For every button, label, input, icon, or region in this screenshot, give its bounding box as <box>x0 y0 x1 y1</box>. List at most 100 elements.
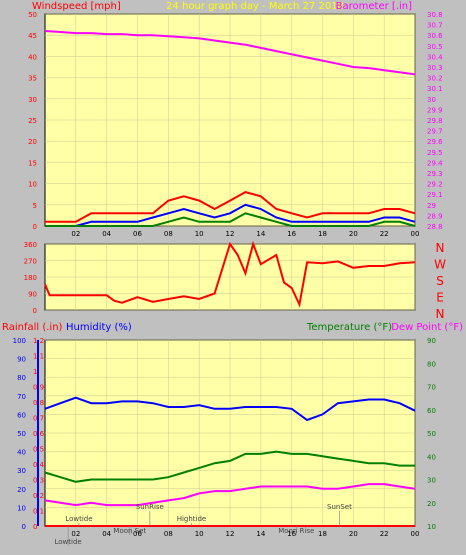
humidity-tick-label: 40 <box>17 449 26 457</box>
temperature-tick-label: 90 <box>427 337 436 345</box>
x-tick-label: 02 <box>71 230 80 238</box>
compass-label: E <box>436 291 444 305</box>
barometer-tick-label: 30.7 <box>427 22 443 30</box>
direction-tick-label: 0 <box>33 307 37 315</box>
humidity-line <box>44 396 416 422</box>
x-tick-label: 12 <box>226 230 235 238</box>
barometer-tick-label: 28.9 <box>427 212 443 220</box>
x-tick-label: 18 <box>318 230 327 238</box>
dewpoint-line <box>44 483 416 507</box>
x-tick-label: 20 <box>349 230 358 238</box>
temperature-tick-label: 40 <box>427 453 436 461</box>
x-tick-label: 06 <box>133 230 142 238</box>
annotation-label: Hightide <box>177 515 207 523</box>
barometer-tick-label: 28.8 <box>427 223 443 231</box>
barometer-tick-label: 29.7 <box>427 128 443 136</box>
windspeed-tick-label: 35 <box>28 75 37 83</box>
temperature-tick-label: 70 <box>427 384 436 392</box>
temperature-axis-label: Temperature (°F) <box>306 322 392 333</box>
x-tick-label: 02 <box>71 530 80 538</box>
temperature-tick-label: 80 <box>427 360 436 368</box>
wind_min-line <box>45 212 416 227</box>
humidity-axis: 0 10 20 30 40 50 60 70 80 90 100 <box>13 337 26 531</box>
x-tick-label: 22 <box>380 530 389 538</box>
x-tick-label: 16 <box>287 530 296 538</box>
barometer-tick-label: 29.3 <box>427 170 443 178</box>
annotation-label: Lowtide <box>55 538 82 546</box>
x-tick-label: 14 <box>256 530 265 538</box>
compass-label: N <box>436 241 445 255</box>
direction-panel-series <box>44 240 416 308</box>
humidity-tick-label: 50 <box>17 430 26 438</box>
temperature-tick-label: 10 <box>427 523 436 531</box>
wind_direction-line <box>44 240 416 308</box>
x-tick-label: 08 <box>164 530 173 538</box>
rainfall-axis-label: Rainfall (.in) <box>2 322 63 333</box>
x-tick-label: 20 <box>349 530 358 538</box>
windspeed-tick-label: 40 <box>28 53 37 61</box>
temp-panel-x-axis: 02 04 06 08 10 12 14 16 18 20 22 00 <box>71 530 419 538</box>
barometer-axis-label: Barometer [.in] <box>336 1 412 12</box>
barometer-tick-label: 30.4 <box>427 53 443 61</box>
windspeed-tick-label: 5 <box>33 202 37 210</box>
barometer-tick-label: 30.6 <box>427 32 443 40</box>
windspeed-tick-label: 20 <box>28 138 37 146</box>
annotation-label: Moon Set <box>113 527 146 535</box>
temperature-tick-label: 60 <box>427 407 436 415</box>
windspeed-tick-label: 50 <box>28 11 37 19</box>
barometer-tick-label: 30.2 <box>427 75 443 83</box>
temperature-axis: 10 20 30 40 50 60 70 80 90 <box>427 337 436 531</box>
x-tick-label: 16 <box>287 230 296 238</box>
humidity-tick-label: 0 <box>22 523 26 531</box>
barometer-tick-label: 30 <box>427 96 436 104</box>
annotation-label: Lowtide <box>65 515 92 523</box>
astro-annotations: Lowtide Moon Set SunRise Hightide Moon Rise S… <box>55 503 352 546</box>
barometer-tick-label: 29.2 <box>427 181 443 189</box>
barometer-tick-label: 29.9 <box>427 106 443 114</box>
x-tick-label: 04 <box>102 230 111 238</box>
barometer-tick-label: 30.5 <box>427 43 443 51</box>
annotation-label: SunSet <box>327 503 352 511</box>
barometer-axis: 28.8 28.9 29 29.1 29.2 29.3 29.4 29.5 29.6 29.7 29… <box>427 11 443 231</box>
windspeed-tick-label: 10 <box>28 181 37 189</box>
x-tick-label: 06 <box>133 530 142 538</box>
annotation-label: Moon Rise <box>278 527 314 535</box>
humidity-tick-label: 30 <box>17 467 26 475</box>
windspeed-axis: 0 5 10 15 20 25 30 35 40 45 50 <box>28 11 37 231</box>
x-tick-label: 22 <box>380 230 389 238</box>
temperature-tick-label: 30 <box>427 477 436 485</box>
barometer-tick-label: 30.1 <box>427 85 443 93</box>
compass-label: W <box>434 258 446 272</box>
humidity-tick-label: 90 <box>17 356 26 364</box>
rainfall-tick-label: 0 <box>33 523 37 531</box>
compass-label: S <box>436 274 444 288</box>
chart-title: 24 hour graph day - March 27 2018 <box>166 1 344 12</box>
direction-tick-label: 180 <box>24 274 37 282</box>
barometer-tick-label: 29.4 <box>427 159 443 167</box>
windspeed-tick-label: 25 <box>28 117 37 125</box>
wind-panel-x-axis: 02 04 06 08 10 12 14 16 18 20 22 00 <box>71 230 419 238</box>
direction-tick-label: 90 <box>28 291 37 299</box>
barometer-tick-label: 29.6 <box>427 138 443 146</box>
humidity-axis-label: Humidity (%) <box>66 322 132 333</box>
annotation-label: SunRise <box>136 503 164 511</box>
x-tick-label: 08 <box>164 230 173 238</box>
barometer-tick-label: 29.5 <box>427 149 443 157</box>
humidity-tick-label: 80 <box>17 374 26 382</box>
x-tick-label: 10 <box>195 230 204 238</box>
x-tick-label: 18 <box>318 530 327 538</box>
wind-panel-series <box>44 30 416 227</box>
dewpoint-axis-label: Dew Point (°F) <box>391 322 463 333</box>
x-tick-label: 04 <box>102 530 111 538</box>
wind_gust-line <box>45 191 416 223</box>
x-tick-label: 14 <box>256 230 265 238</box>
x-tick-label: 10 <box>195 530 204 538</box>
windspeed-tick-label: 45 <box>28 32 37 40</box>
windspeed-tick-label: 15 <box>28 159 37 167</box>
temperature-line <box>44 450 415 483</box>
humidity-tick-label: 100 <box>13 337 26 345</box>
humidity-tick-label: 70 <box>17 393 26 401</box>
humidity-tick-label: 10 <box>17 504 26 512</box>
